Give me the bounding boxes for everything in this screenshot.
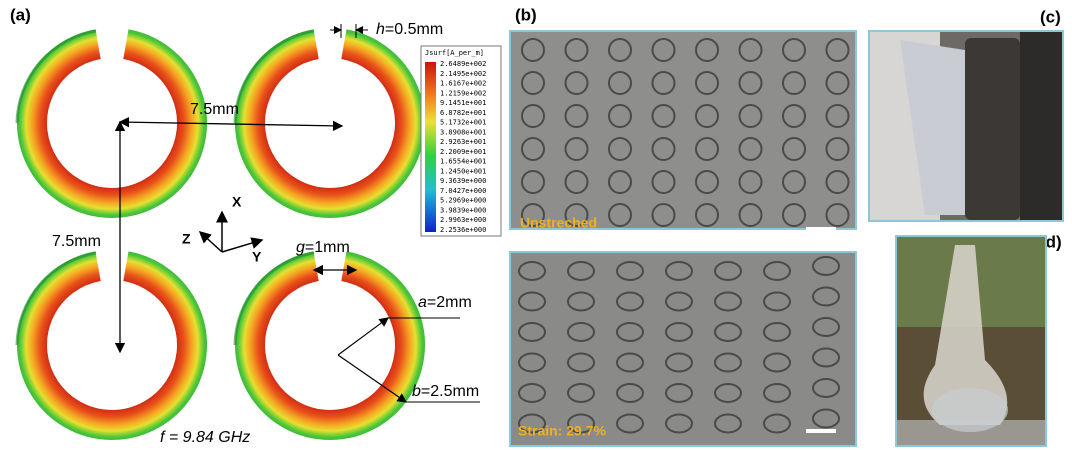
dimension-label: g=1mm (296, 239, 350, 256)
legend-value: 7.0427e+000 (440, 187, 486, 195)
legend-value: 1.2450e+001 (440, 167, 486, 175)
split-ring (17, 31, 192, 203)
legend-value: 9.1451e+001 (440, 99, 486, 107)
axis-label: Y (252, 249, 262, 265)
value: =1mm (305, 239, 350, 256)
legend-value: 5.1732e+001 (440, 119, 486, 127)
dimension-line (120, 122, 342, 126)
symbol: h (376, 21, 385, 38)
dimension-line (338, 318, 388, 355)
panel-label: (c) (1040, 7, 1061, 26)
symbol: g (296, 239, 305, 256)
split-ring (235, 253, 410, 425)
color-bar (425, 62, 436, 232)
photo-flask (896, 236, 1046, 446)
legend-value: 5.2969e+000 (440, 197, 486, 205)
legend-value: 2.1495e+002 (440, 70, 486, 78)
symbol: b (412, 383, 421, 400)
legend-value: 2.9963e+000 (440, 216, 486, 224)
photo-caption: Strain: 29.7% (518, 423, 606, 439)
legend-title: Jsurf[A_per_m] (425, 49, 484, 57)
axis-label: Z (182, 231, 191, 247)
ring-body (32, 44, 192, 203)
dimension-label: 7.5mm (52, 233, 101, 250)
axis-label: X (232, 194, 242, 210)
dimension-label: h=0.5mm (376, 21, 443, 38)
photo-wrapped-cylinder (869, 31, 1063, 221)
ring-body (250, 266, 410, 425)
panel-label: (a) (10, 5, 31, 24)
frequency-label: f = 9.84 GHz (160, 429, 250, 446)
axis-triad: X Y Z (182, 194, 262, 265)
legend-value: 1.6167e+002 (440, 80, 486, 88)
legend-value: 3.9839e+000 (440, 206, 486, 214)
split-ring (17, 253, 192, 425)
dimension-label: b=2.5mm (412, 383, 479, 400)
ring-body (32, 266, 192, 425)
dimension-label: a=2mm (418, 294, 472, 311)
photo-caption: Unstreched (520, 215, 597, 231)
dimension-label: 7.5mm (190, 101, 239, 118)
figure: (a) (b) (c) (d) h=0.5mm 7.5mm 7.5mm g=1m… (0, 0, 1072, 450)
photo-strained (510, 252, 856, 446)
legend-value: 2.2009e+001 (440, 148, 486, 156)
split-ring (235, 31, 410, 203)
resonator-rings (17, 31, 410, 425)
legend-value: 9.3639e+000 (440, 177, 486, 185)
value: =2mm (427, 294, 472, 311)
legend-value: 3.8908e+001 (440, 128, 486, 136)
value: =0.5mm (385, 21, 443, 38)
value: =2.5mm (421, 383, 479, 400)
photo-unstretched (510, 31, 856, 229)
legend-value: 1.6554e+001 (440, 158, 486, 166)
symbol: a (418, 294, 427, 311)
legend-value: 1.2159e+002 (440, 89, 486, 97)
legend-value: 2.9263e+001 (440, 138, 486, 146)
legend-value: 2.2536e+000 (440, 226, 486, 234)
panel-label: (b) (515, 5, 537, 24)
ring-body (250, 44, 410, 203)
legend-value: 2.6489e+002 (440, 60, 486, 68)
legend-value: 6.8782e+001 (440, 109, 486, 117)
legend-values: 2.6489e+002 2.1495e+002 1.6167e+0021.2159e… (440, 60, 486, 234)
